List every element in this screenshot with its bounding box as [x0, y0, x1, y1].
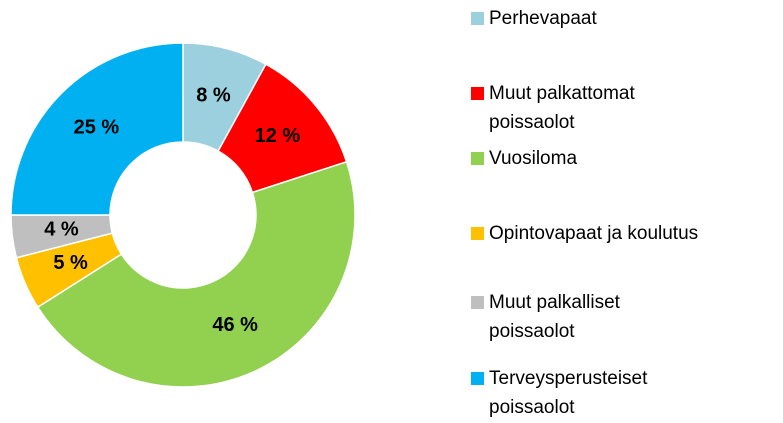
- legend-item: Perhevapaat: [471, 4, 597, 33]
- data-label: 8 %: [196, 85, 231, 107]
- legend-item: Muut palkalliset poissaolot: [471, 288, 620, 346]
- legend-swatch: [471, 87, 484, 100]
- legend-label: Muut palkalliset poissaolot: [489, 292, 620, 342]
- legend-label: Muut palkattomat poissaolot: [489, 83, 635, 133]
- legend-label: Vuosiloma: [489, 148, 578, 169]
- legend-item: Opintovapaat ja koulutus: [471, 219, 698, 248]
- data-label: 4 %: [44, 219, 79, 241]
- legend-label: Opintovapaat ja koulutus: [489, 223, 699, 244]
- legend-item: Muut palkattomat poissaolot: [471, 79, 635, 137]
- legend-item: Terveysperusteiset poissaolot: [471, 364, 647, 422]
- data-label: 12 %: [255, 125, 301, 147]
- legend-label: Perhevapaat: [489, 8, 597, 29]
- legend-swatch: [471, 12, 484, 25]
- data-label: 46 %: [212, 314, 258, 336]
- data-label: 25 %: [74, 117, 120, 139]
- legend-swatch: [471, 296, 484, 309]
- legend-swatch: [471, 152, 484, 165]
- legend-swatch: [471, 227, 484, 240]
- legend-label: Terveysperusteiset poissaolot: [489, 368, 648, 418]
- data-label: 5 %: [53, 252, 88, 274]
- slice: [10, 42, 184, 216]
- legend-swatch: [471, 372, 484, 385]
- slice: [36, 160, 356, 388]
- legend-item: Vuosiloma: [471, 144, 577, 173]
